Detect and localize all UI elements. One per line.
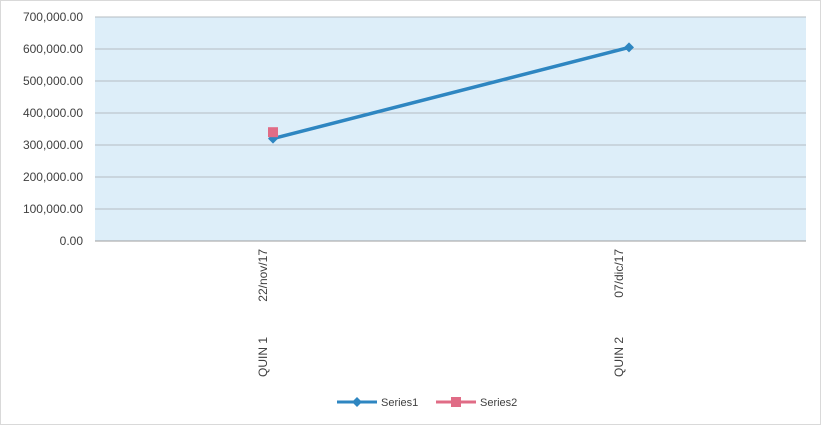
y-tick-label: 300,000.00 xyxy=(23,138,83,152)
y-tick-label: 200,000.00 xyxy=(23,170,83,184)
legend-item: Series1 xyxy=(337,397,418,409)
y-tick-label: 400,000.00 xyxy=(23,106,83,120)
legend-label: Series1 xyxy=(381,397,418,409)
x-category-line: QUIN 2 xyxy=(612,337,626,377)
y-tick-label: 100,000.00 xyxy=(23,202,83,216)
y-axis-ticks: 0.00 100,000.00 200,000.00 300,000.00 400,00… xyxy=(23,10,83,248)
data-point xyxy=(268,127,278,138)
legend-label: Series2 xyxy=(480,397,517,409)
series-Series2 xyxy=(268,127,278,138)
x-category-label: QUIN 1 22/nov/17 xyxy=(256,249,270,377)
y-tick-label: 600,000.00 xyxy=(23,42,83,56)
legend-marker xyxy=(451,397,461,407)
y-tick-label: 0.00 xyxy=(60,234,84,248)
gridlines xyxy=(95,16,806,242)
series-line xyxy=(272,45,630,141)
x-category-label: QUIN 2 07/dic/17 xyxy=(612,249,626,377)
data-point xyxy=(624,42,634,53)
x-category-line: 07/dic/17 xyxy=(612,249,626,298)
legend-item: Series2 xyxy=(436,397,517,409)
x-axis-categories: QUIN 1 22/nov/17 QUIN 2 07/dic/17 xyxy=(256,249,626,377)
x-category-line: QUIN 1 xyxy=(256,337,270,377)
legend-marker xyxy=(352,397,362,407)
y-tick-label: 500,000.00 xyxy=(23,74,83,88)
x-category-line: 22/nov/17 xyxy=(256,249,270,302)
y-tick-label: 700,000.00 xyxy=(23,10,83,24)
legend: Series1 Series2 xyxy=(337,397,517,409)
plot-area xyxy=(95,17,806,241)
series-layer xyxy=(268,42,634,144)
